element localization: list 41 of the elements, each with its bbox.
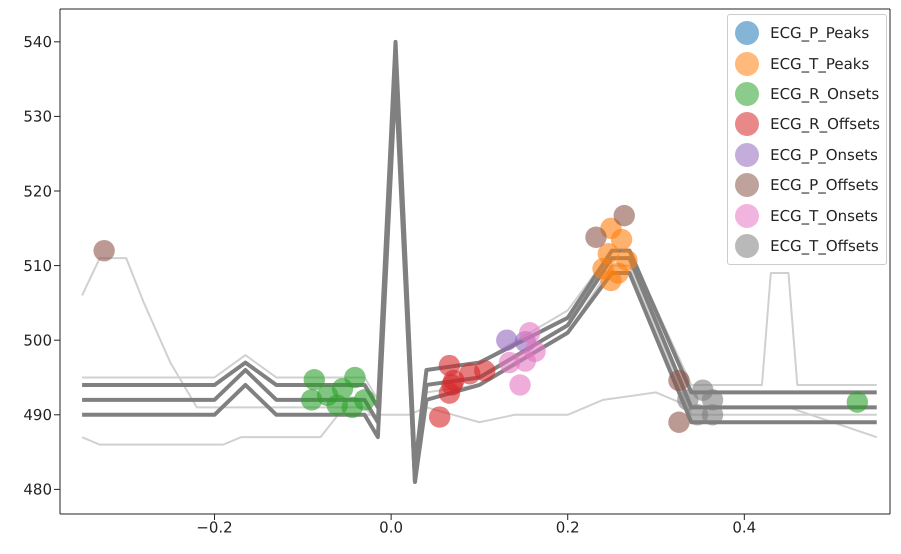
- point: [702, 404, 724, 426]
- y-tick-label: 520: [23, 182, 52, 200]
- point: [344, 366, 366, 388]
- y-tick-label: 480: [23, 480, 52, 499]
- y-tick-label: 540: [23, 33, 52, 52]
- point: [474, 360, 496, 382]
- y-tick-label: 500: [23, 332, 52, 350]
- point: [668, 412, 690, 433]
- point: [846, 391, 868, 413]
- point: [692, 379, 714, 401]
- point: [428, 406, 450, 428]
- point: [524, 340, 546, 362]
- point: [304, 369, 326, 390]
- point: [93, 240, 115, 262]
- point: [441, 374, 463, 396]
- point: [610, 228, 632, 250]
- x-tick-label: 0.0: [379, 518, 404, 537]
- y-tick-label: 530: [23, 108, 52, 126]
- point: [342, 396, 363, 418]
- x-tick-label: 0.4: [732, 518, 756, 537]
- point: [519, 322, 540, 344]
- point: [300, 389, 322, 411]
- x-tick-label: 0.2: [556, 518, 580, 537]
- point: [607, 262, 629, 284]
- y-tick-label: 510: [23, 256, 52, 275]
- point: [496, 330, 518, 351]
- legend-label: ECG_T_Onsets: [770, 206, 878, 225]
- point: [585, 226, 607, 248]
- x-tick-label: −0.2: [196, 518, 233, 537]
- legend-label: ECG_R_Onsets: [770, 84, 880, 103]
- point: [668, 370, 690, 392]
- legend-label: ECG_P_Onsets: [770, 146, 878, 164]
- legend-label: ECG_P_Peaks: [770, 24, 870, 42]
- legend-label: ECG_T_Peaks: [770, 54, 870, 73]
- y-tick-label: 490: [23, 406, 52, 424]
- legend-label: ECG_P_Offsets: [770, 176, 879, 194]
- legend-label: ECG_T_Offsets: [770, 236, 879, 255]
- point: [509, 374, 531, 396]
- legend-label: ECG_R_Offsets: [770, 115, 880, 134]
- point: [614, 204, 635, 226]
- point: [498, 352, 520, 374]
